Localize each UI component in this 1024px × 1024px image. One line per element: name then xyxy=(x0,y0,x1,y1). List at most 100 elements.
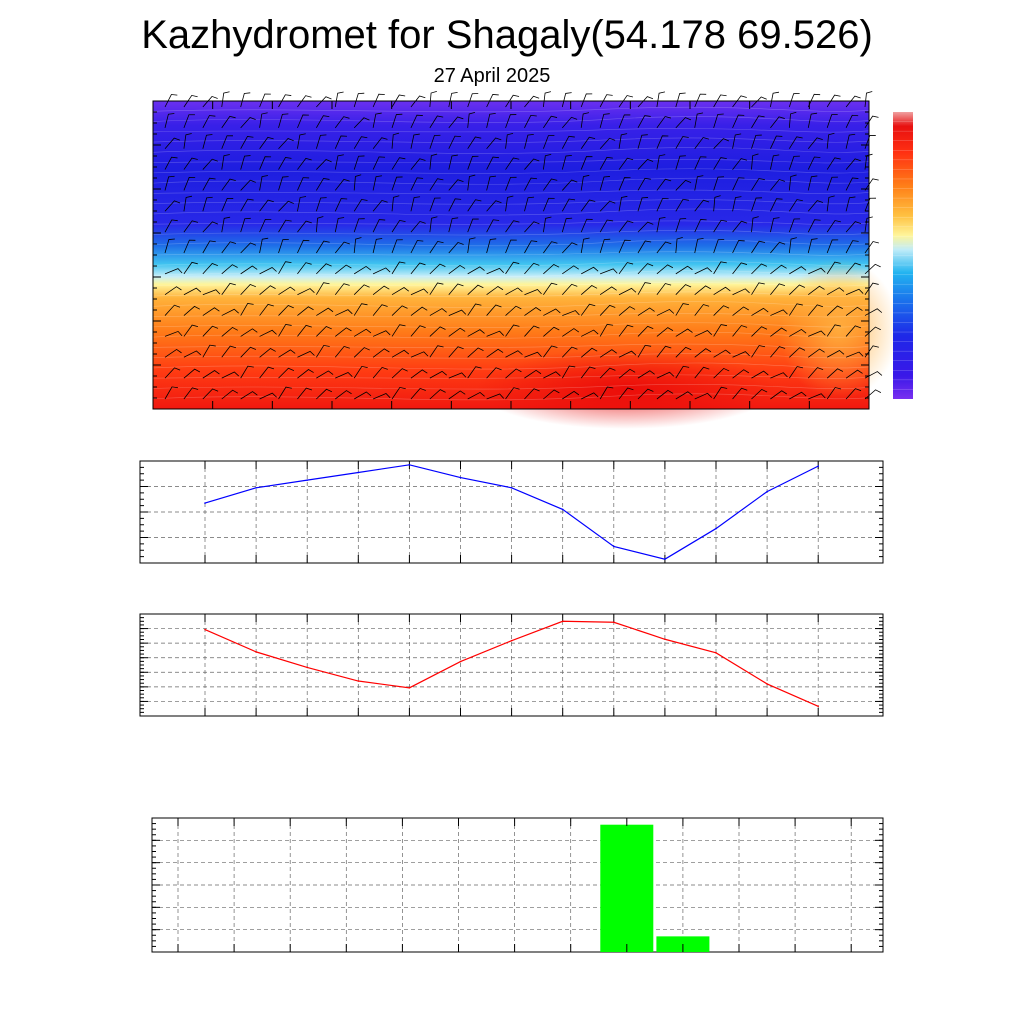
wind-barb xyxy=(316,326,332,337)
wind-barb xyxy=(316,370,334,379)
wind-barb xyxy=(486,286,504,296)
wind-barb xyxy=(656,327,674,337)
wind-barb xyxy=(675,328,693,337)
temp-point xyxy=(613,621,615,624)
wind-barb xyxy=(751,326,768,337)
wind-barb xyxy=(316,240,330,254)
wind-barb xyxy=(826,195,835,212)
wind-barb xyxy=(240,265,258,275)
contour-line xyxy=(152,158,870,164)
wind-barb xyxy=(788,92,800,108)
pmsl-panel xyxy=(139,460,884,564)
contour-line xyxy=(152,106,870,113)
wind-barb xyxy=(580,112,590,128)
wind-barb xyxy=(467,391,485,400)
contour-line xyxy=(152,177,870,185)
wind-barb xyxy=(335,390,352,400)
wind-barb xyxy=(599,268,618,275)
pmsl-point xyxy=(306,479,309,481)
wind-barb xyxy=(694,156,707,170)
wind-barb xyxy=(618,195,628,212)
wind-barb xyxy=(353,284,370,295)
wind-barb xyxy=(486,348,504,358)
pmsl-point xyxy=(715,527,717,530)
wind-barb xyxy=(561,365,576,379)
wind-barb xyxy=(694,285,712,296)
wind-barb xyxy=(410,114,423,129)
wind-barb xyxy=(391,287,410,296)
wind-barb xyxy=(751,153,759,170)
wind-barb xyxy=(770,346,786,358)
wind-barb xyxy=(675,303,690,316)
wind-barb xyxy=(826,287,845,296)
wind-barb xyxy=(826,157,841,170)
wind-barb xyxy=(826,387,842,400)
wind-barb xyxy=(202,177,216,191)
wind-barb xyxy=(164,137,180,149)
contour-line xyxy=(152,393,870,401)
wind-barb xyxy=(353,265,372,275)
contour-line xyxy=(152,312,870,318)
wind-barb xyxy=(221,264,238,275)
wind-barb xyxy=(732,239,745,254)
wind-barb xyxy=(751,282,765,295)
wind-barb xyxy=(391,176,403,191)
wind-barb xyxy=(732,387,748,400)
wind-barb xyxy=(770,264,787,275)
wind-barb xyxy=(845,369,863,379)
wind-barb xyxy=(694,175,704,191)
wind-barb xyxy=(429,134,441,149)
wind-barb xyxy=(164,268,183,275)
wind-barb xyxy=(826,324,841,337)
wind-barb xyxy=(410,158,426,170)
wind-barb xyxy=(524,133,534,149)
wind-barb xyxy=(826,176,838,191)
contour-line xyxy=(152,322,870,328)
wind-barb xyxy=(807,219,821,233)
wind-barb xyxy=(202,221,219,233)
wind-barb xyxy=(372,199,388,212)
wind-barb xyxy=(202,307,220,316)
wind-barb xyxy=(845,388,862,400)
wind-barb xyxy=(410,95,426,108)
wind-barb xyxy=(562,346,578,358)
wind-barb xyxy=(713,367,730,379)
wind-barb xyxy=(789,284,806,296)
wind-barb xyxy=(618,114,631,129)
contour-line xyxy=(152,260,870,267)
wind-barb xyxy=(808,285,825,296)
wind-barb xyxy=(334,154,344,170)
wind-barb xyxy=(391,324,406,337)
wind-barb xyxy=(807,156,821,170)
wind-barb xyxy=(561,92,572,108)
wind-barb xyxy=(278,138,294,149)
wind-barb xyxy=(637,96,654,108)
wind-barb xyxy=(391,94,406,108)
wind-barb xyxy=(732,262,748,275)
wind-barb xyxy=(637,370,655,379)
wind-barb xyxy=(410,325,426,337)
wind-barb xyxy=(788,199,803,212)
wind-barb xyxy=(259,392,277,400)
wind-barb xyxy=(372,348,390,358)
wind-barb xyxy=(259,267,277,275)
wind-barb xyxy=(562,390,580,400)
contour-line xyxy=(152,168,870,174)
wind-barb xyxy=(183,220,199,233)
wind-barb xyxy=(316,307,334,316)
wind-barb xyxy=(580,136,596,149)
wind-barb xyxy=(656,135,669,149)
wind-barb xyxy=(580,347,598,358)
wind-barb xyxy=(278,349,296,358)
wind-barb xyxy=(315,216,324,233)
wind-barb xyxy=(486,137,502,149)
wind-barb xyxy=(391,386,406,400)
wind-barb xyxy=(751,345,766,358)
wind-barb xyxy=(183,305,200,316)
wind-barb xyxy=(278,94,292,108)
wind-barb xyxy=(486,367,502,379)
chart-subtitle: 27 April 2025 xyxy=(433,65,551,87)
contour-line xyxy=(152,230,870,236)
wind-barb xyxy=(864,91,873,108)
wind-barb xyxy=(372,156,386,170)
